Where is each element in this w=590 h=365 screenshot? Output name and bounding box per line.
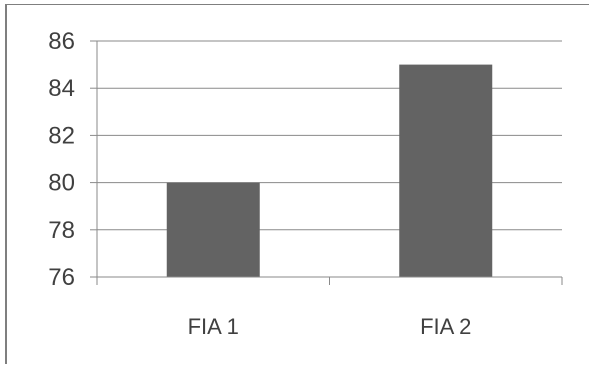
bar-fia-1	[166, 182, 260, 277]
y-tick-label: 84	[48, 75, 75, 102]
axes	[90, 40, 563, 285]
y-tick-label: 86	[48, 28, 75, 55]
y-tick-label: 78	[48, 217, 75, 244]
x-category-label: FIA 1	[188, 314, 239, 339]
y-tick-label: 80	[48, 170, 75, 197]
x-category-label: FIA 2	[420, 314, 471, 339]
y-tick-label: 82	[48, 122, 75, 149]
y-tick-label: 76	[48, 264, 75, 291]
bars	[166, 64, 493, 277]
axis-labels: 76 78 80 82 84 86 FIA 1 FIA 2	[48, 28, 471, 339]
bar-fia-2	[399, 64, 493, 277]
